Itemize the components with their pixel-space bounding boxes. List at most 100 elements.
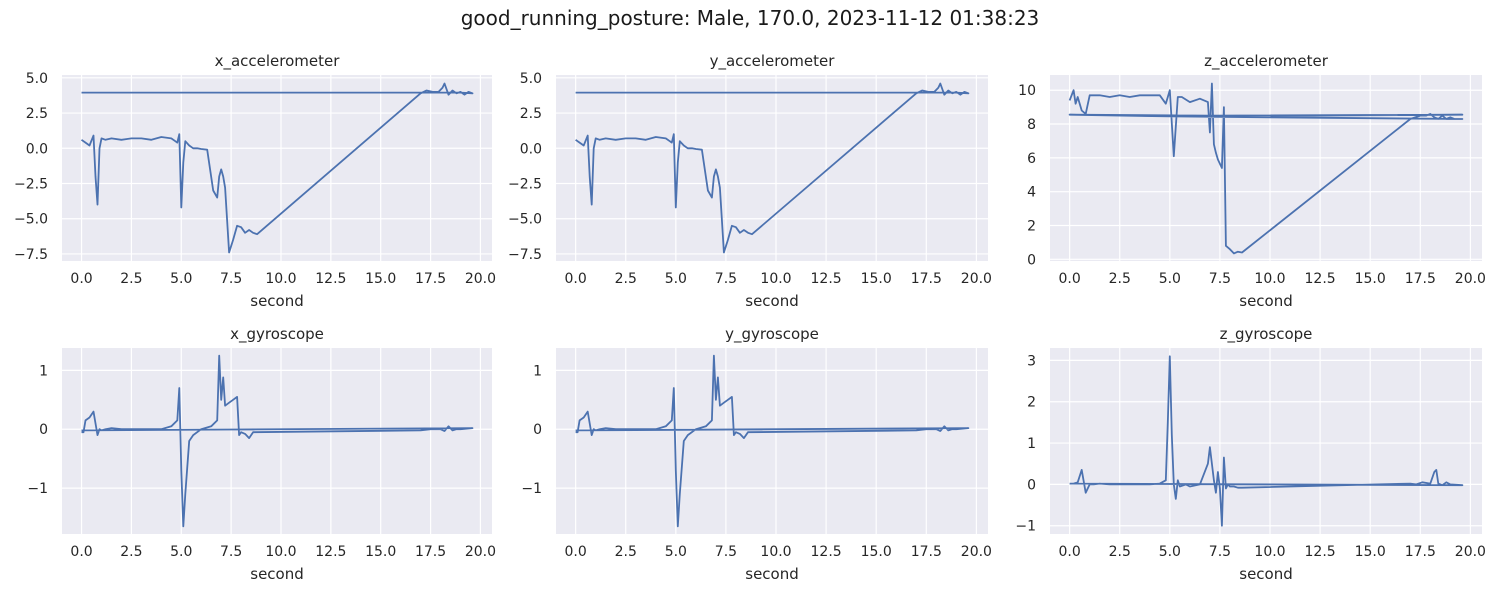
- plot-area: [1050, 348, 1482, 534]
- subplot-z-gyroscope: 0.0 2.5 5.0 7.5 10.0 12.5 15.0 17.5 20.0 −1 0 1 2 3 z_…: [1015, 325, 1486, 583]
- y-tick-label: −7.5: [508, 247, 542, 263]
- y-tick-label: 2.5: [26, 106, 48, 122]
- y-tick-label: 1: [533, 363, 542, 379]
- x-tick-label: 5.0: [1159, 271, 1181, 287]
- y-tick-label: −1: [1015, 519, 1036, 535]
- x-tick-label: 7.5: [220, 271, 242, 287]
- x-tick-label: 15.0: [1355, 271, 1386, 287]
- x-tick-label: 20.0: [961, 544, 992, 560]
- x-tick-label: 2.5: [615, 271, 637, 287]
- x-tick-label: 15.0: [365, 271, 396, 287]
- x-tick-label: 7.5: [1209, 544, 1231, 560]
- x-axis-label: second: [250, 292, 304, 310]
- y-tick-label: −2.5: [14, 177, 48, 193]
- x-tick-label: 20.0: [1455, 271, 1486, 287]
- x-tick-label: 0.0: [565, 271, 587, 287]
- x-tick-label: 5.0: [665, 271, 687, 287]
- subplot-x-gyroscope: 0.0 2.5 5.0 7.5 10.0 12.5 15.0 17.5 20.0 −1 0 1 x_gy…: [27, 325, 496, 583]
- x-tick-label: 10.0: [760, 544, 791, 560]
- series-line: [575, 82, 970, 254]
- subplot-title: y_accelerometer: [710, 52, 836, 71]
- y-tick-label: 2.5: [520, 106, 542, 122]
- x-tick-label: 10.0: [265, 544, 296, 560]
- x-tick-label: 0.0: [565, 544, 587, 560]
- subplot-title: y_gyroscope: [725, 325, 819, 344]
- x-tick-label: 17.5: [911, 271, 942, 287]
- x-tick-label: 7.5: [220, 544, 242, 560]
- x-axis-label: second: [250, 565, 304, 583]
- y-tick-label: −5.0: [508, 212, 542, 228]
- x-tick-label: 0.0: [70, 544, 92, 560]
- x-tick-label: 12.5: [315, 544, 346, 560]
- x-tick-label: 5.0: [170, 271, 192, 287]
- x-tick-label: 5.0: [665, 544, 687, 560]
- subplot-z-accelerometer: 0.0 2.5 5.0 7.5 10.0 12.5 15.0 17.5 20.0 0 2 4 6 8 10 z…: [1018, 52, 1486, 310]
- series-line: [1068, 82, 1464, 255]
- y-tick-label: 5.0: [520, 71, 542, 87]
- subplot-title: x_gyroscope: [230, 325, 324, 344]
- x-tick-label: 12.5: [811, 544, 842, 560]
- x-tick-label: 12.5: [811, 271, 842, 287]
- subplot-y-gyroscope: 0.0 2.5 5.0 7.5 10.0 12.5 15.0 17.5 20.0 −1 0 1 y_gy…: [521, 325, 992, 583]
- y-tick-label: 3: [1027, 353, 1036, 369]
- x-tick-label: 0.0: [1059, 544, 1081, 560]
- y-tick-label: 0: [1027, 252, 1036, 268]
- x-tick-label: 17.5: [1405, 544, 1436, 560]
- x-tick-label: 0.0: [1059, 271, 1081, 287]
- x-tick-label: 2.5: [615, 544, 637, 560]
- x-tick-label: 2.5: [1109, 544, 1131, 560]
- x-tick-label: 20.0: [465, 544, 496, 560]
- y-tick-label: 10: [1018, 83, 1036, 99]
- y-tick-label: 0: [533, 422, 542, 438]
- x-axis-label: second: [745, 565, 799, 583]
- plot-area: [1050, 75, 1482, 261]
- x-axis-label: second: [1239, 292, 1293, 310]
- subplot-title: x_accelerometer: [215, 52, 341, 71]
- plot-area: [62, 75, 492, 261]
- x-tick-label: 5.0: [170, 544, 192, 560]
- x-tick-label: 12.5: [1305, 271, 1336, 287]
- x-tick-label: 12.5: [1305, 544, 1336, 560]
- x-tick-label: 17.5: [415, 271, 446, 287]
- plot-area: [556, 75, 988, 261]
- x-tick-label: 10.0: [265, 271, 296, 287]
- y-tick-label: −1: [521, 481, 542, 497]
- x-tick-label: 20.0: [1455, 544, 1486, 560]
- x-tick-label: 12.5: [315, 271, 346, 287]
- y-tick-label: 4: [1027, 185, 1036, 201]
- y-tick-label: 2: [1027, 395, 1036, 411]
- y-tick-label: 1: [1027, 436, 1036, 452]
- x-axis-label: second: [1239, 565, 1293, 583]
- subplot-y-accelerometer: 0.0 2.5 5.0 7.5 10.0 12.5 15.0 17.5 20.0 −7.5 −5.0…: [508, 52, 992, 310]
- x-tick-label: 2.5: [120, 271, 142, 287]
- x-tick-label: 15.0: [1355, 544, 1386, 560]
- plot-area: [556, 348, 988, 534]
- y-tick-label: 0: [1027, 477, 1036, 493]
- y-tick-label: −5.0: [14, 212, 48, 228]
- y-tick-label: 0: [39, 422, 48, 438]
- plot-area: [62, 348, 492, 534]
- subplot-x-accelerometer: 0.0 2.5 5.0 7.5 10.0 12.5 15.0 17.5 20.0 −7.5 −5.0…: [14, 52, 496, 310]
- y-tick-label: 6: [1027, 151, 1036, 167]
- x-tick-label: 20.0: [961, 271, 992, 287]
- x-tick-label: 10.0: [760, 271, 791, 287]
- subplot-title: z_gyroscope: [1220, 325, 1313, 344]
- y-tick-label: 1: [39, 363, 48, 379]
- x-tick-label: 2.5: [120, 544, 142, 560]
- x-tick-label: 10.0: [1254, 271, 1285, 287]
- x-tick-label: 15.0: [365, 544, 396, 560]
- series-line: [80, 82, 474, 254]
- x-tick-label: 17.5: [1405, 271, 1436, 287]
- x-tick-label: 20.0: [465, 271, 496, 287]
- series-line: [575, 354, 970, 528]
- subplot-title: z_accelerometer: [1204, 52, 1329, 71]
- x-tick-label: 2.5: [1109, 271, 1131, 287]
- y-tick-label: −7.5: [14, 247, 48, 263]
- x-tick-label: 17.5: [415, 544, 446, 560]
- x-tick-label: 7.5: [715, 544, 737, 560]
- y-tick-label: 8: [1027, 117, 1036, 133]
- y-tick-label: −1: [27, 481, 48, 497]
- x-tick-label: 17.5: [911, 544, 942, 560]
- figure-title: good_running_posture: Male, 170.0, 2023-…: [460, 6, 1040, 30]
